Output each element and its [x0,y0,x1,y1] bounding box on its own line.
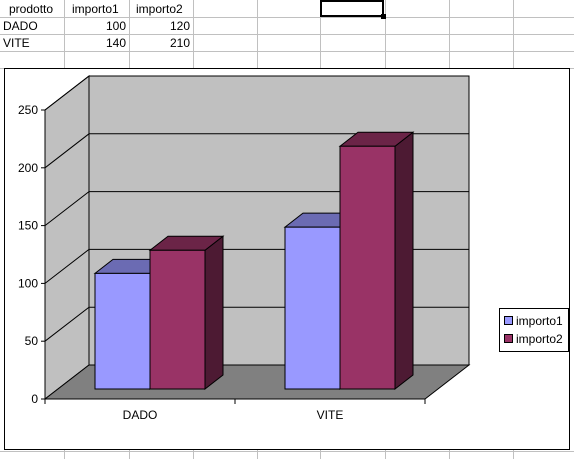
header-cell-prodotto[interactable]: prodotto [9,2,54,16]
chart-object[interactable]: 0 50 100 150 200 250 DADO VITE importo1 importo… [4,68,570,450]
y-tick-label: 200 [18,161,38,175]
cell-prodotto-vite[interactable]: VITE [3,36,30,50]
active-cell-selection[interactable] [320,0,384,17]
legend-swatch-importo2 [504,334,513,344]
cell-prodotto-dado[interactable]: DADO [3,19,38,33]
legend-entry-importo1: importo1 [504,313,563,329]
x-tick-label: DADO [123,408,158,422]
header-cell-importo2[interactable]: importo2 [136,2,183,16]
cell-importo1-dado[interactable]: 100 [105,19,126,33]
y-tick-label: 0 [31,392,38,406]
legend-entry-importo2: importo2 [504,331,563,347]
cell-importo1-vite[interactable]: 140 [105,36,126,50]
y-tick-label: 100 [18,276,38,290]
bar-importo2-DADO [149,249,206,390]
bar-side-importo2-VITE [394,131,414,391]
header-cell-importo1[interactable]: importo1 [72,2,119,16]
y-gridline [44,133,469,169]
y-gridline [44,75,469,111]
legend-label-importo1: importo1 [516,314,563,328]
side-wall [44,74,90,401]
fill-handle[interactable] [381,14,386,19]
bar-importo1-VITE [284,226,341,390]
y-tick-label: 50 [25,334,39,348]
x-tick-label: VITE [317,408,344,422]
bar-importo2-VITE [339,145,396,390]
chart-plot-area[interactable]: 0 50 100 150 200 250 DADO VITE [5,69,571,451]
legend-label-importo2: importo2 [516,332,563,346]
legend-swatch-importo1 [504,316,513,326]
y-tick-label: 250 [18,103,38,117]
y-tick-label: 150 [18,219,38,233]
cell-importo2-vite[interactable]: 210 [169,36,190,50]
cell-importo2-dado[interactable]: 120 [169,19,190,33]
bar-importo1-DADO [94,272,151,390]
bar-side-importo2-DADO [204,235,224,391]
chart-legend[interactable]: importo1 importo2 [499,308,569,352]
